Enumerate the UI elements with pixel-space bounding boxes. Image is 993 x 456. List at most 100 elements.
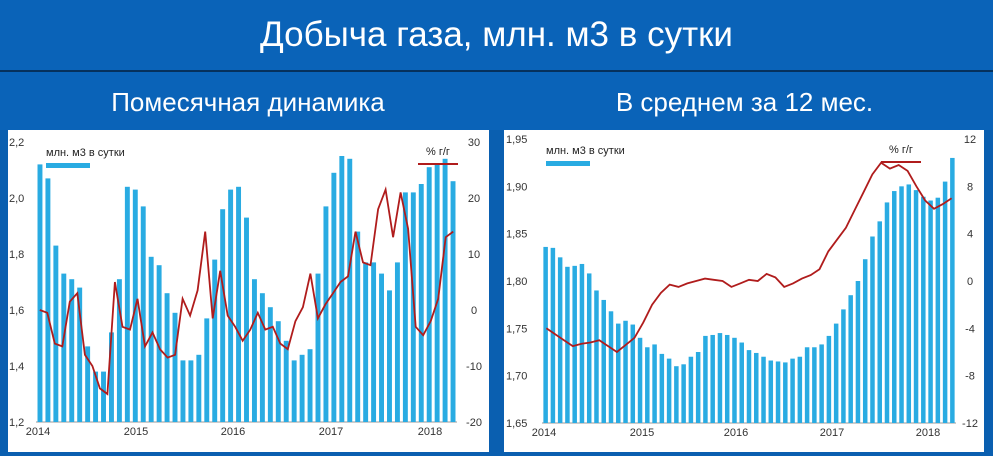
- bar: [212, 259, 218, 422]
- bar: [77, 287, 83, 422]
- bar: [950, 157, 955, 423]
- bar: [783, 362, 788, 423]
- bar: [61, 273, 67, 422]
- bar: [906, 184, 912, 423]
- bar: [124, 186, 130, 422]
- bar: [251, 279, 257, 422]
- y-right-tick-label: 10: [468, 249, 480, 261]
- bar: [188, 360, 194, 422]
- bar: [148, 256, 154, 422]
- bar: [623, 320, 628, 423]
- bar: [826, 335, 832, 423]
- bar: [37, 164, 43, 422]
- bar: [557, 257, 563, 423]
- bar: [870, 236, 875, 423]
- y-left-tick-label: 1,90: [506, 181, 527, 193]
- bar: [761, 356, 766, 423]
- bar: [724, 334, 730, 423]
- bar: [426, 167, 432, 422]
- y-left-tick-label: 1,65: [506, 418, 527, 430]
- bar: [695, 352, 701, 423]
- page-title: Добыча газа, млн. м3 в сутки: [0, 0, 993, 70]
- bar: [855, 281, 861, 423]
- bar: [681, 364, 686, 423]
- bar: [775, 361, 781, 423]
- bar: [768, 360, 774, 423]
- subtitle-left: Помесячная динамика: [0, 72, 496, 130]
- y-left-tick-label: 2,0: [9, 193, 24, 205]
- y-left-tick-label: 1,2: [9, 417, 24, 429]
- bar: [819, 344, 824, 423]
- bar: [935, 197, 941, 423]
- bar: [833, 323, 839, 423]
- bar: [116, 279, 122, 422]
- bar: [371, 262, 377, 422]
- chart-panel-12m-average: 1,95 1,90 1,85 1,80 1,75 1,70 1,65 12 8 4 0 -4 -8 -12…: [504, 130, 984, 452]
- bar: [379, 273, 385, 422]
- x-tick-label: 2015: [630, 427, 654, 439]
- bar: [754, 352, 759, 423]
- bar: [608, 311, 614, 423]
- bar: [659, 353, 665, 423]
- bar: [228, 189, 234, 422]
- bar: [848, 295, 853, 423]
- legend-bars-label: млн. м3 в сутки: [546, 145, 625, 157]
- x-tick-label: 2015: [124, 426, 148, 438]
- bar: [315, 273, 321, 422]
- bar: [355, 231, 361, 422]
- bar: [877, 221, 882, 423]
- bar: [594, 290, 599, 423]
- y-right-tick-label: 4: [967, 229, 973, 241]
- bar: [928, 200, 933, 423]
- title-divider: [0, 70, 993, 72]
- bar: [140, 206, 146, 422]
- y-right-tick-label: 30: [468, 137, 480, 149]
- bar: [85, 346, 91, 422]
- y-right-tick-label: -12: [962, 418, 978, 430]
- y-right-tick-label: -8: [965, 371, 975, 383]
- bar: [402, 192, 408, 422]
- bar: [323, 206, 329, 422]
- bar: [572, 265, 577, 423]
- y-left-tick-label: 1,6: [9, 305, 24, 317]
- bar: [180, 360, 186, 422]
- bar: [652, 344, 657, 423]
- bar: [363, 262, 369, 422]
- bar: [717, 333, 723, 423]
- bar: [899, 186, 904, 423]
- y-right-tick-label: 20: [468, 193, 480, 205]
- bar: [347, 158, 353, 423]
- bar: [108, 332, 114, 422]
- x-tick-label: 2018: [418, 426, 442, 438]
- bar: [710, 334, 715, 423]
- bar: [921, 196, 926, 423]
- bar: [630, 324, 636, 423]
- bar: [244, 217, 249, 422]
- bar: [746, 350, 752, 423]
- bar: [637, 337, 643, 423]
- y-right-tick-label: -4: [965, 323, 975, 335]
- bar: [172, 312, 178, 422]
- bar: [688, 356, 694, 423]
- y-right-tick-label: 8: [967, 181, 973, 193]
- bar: [703, 335, 708, 423]
- bar: [666, 358, 672, 423]
- legend-line-label: % г/г: [426, 146, 450, 158]
- bar: [45, 178, 51, 422]
- y-left-tick-label: 1,95: [506, 134, 527, 146]
- y-right-tick-label: 0: [967, 276, 973, 288]
- bar: [543, 246, 548, 423]
- bar: [862, 259, 868, 423]
- x-tick-label: 2017: [820, 427, 844, 439]
- bar: [892, 191, 897, 423]
- y-left-tick-label: 1,75: [506, 323, 527, 335]
- x-tick-label: 2018: [916, 427, 940, 439]
- yoy-line: [39, 186, 454, 396]
- chart-monthly: 2,2 2,0 1,8 1,6 1,4 1,2 30 20 10 0 -10 -20 2014 2015 2…: [9, 137, 482, 438]
- bar: [732, 337, 737, 423]
- bar: [565, 266, 570, 423]
- bar: [267, 307, 273, 422]
- bar: [236, 186, 242, 422]
- bar: [434, 164, 440, 422]
- x-tick-label: 2016: [724, 427, 748, 439]
